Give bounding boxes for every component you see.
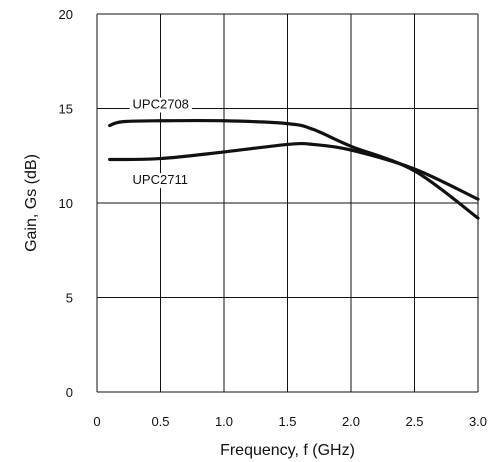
plot-grid bbox=[96, 13, 479, 393]
y-tick-label-20: 20 bbox=[59, 7, 73, 22]
x-tick-label-2.0: 2.0 bbox=[342, 414, 360, 429]
x-tick-label-1.5: 1.5 bbox=[278, 414, 296, 429]
series-line-upc2711 bbox=[108, 141, 480, 201]
tick-labels-layer: 0 0.5 1.0 1.5 2.0 2.5 3.0 0 5 10 15 20 bbox=[59, 7, 488, 429]
y-tick-label-5: 5 bbox=[66, 291, 73, 306]
x-tick-label-1.0: 1.0 bbox=[215, 414, 233, 429]
y-tick-label-0: 0 bbox=[66, 385, 73, 400]
x-tick-label-3.0: 3.0 bbox=[469, 414, 487, 429]
x-axis-title: Frequency, f (GHz) bbox=[220, 442, 355, 459]
x-tick-label-0: 0 bbox=[93, 414, 100, 429]
x-tick-label-2.5: 2.5 bbox=[405, 414, 423, 429]
series-label-background bbox=[129, 173, 191, 189]
series-labels-layer: UPC2708 UPC2711 bbox=[129, 97, 192, 189]
y-tick-label-15: 15 bbox=[59, 102, 73, 117]
series-layer bbox=[108, 118, 480, 220]
series-label-upc2711: UPC2711 bbox=[133, 172, 188, 187]
x-tick-label-0.5: 0.5 bbox=[151, 414, 169, 429]
series-label-upc2708: UPC2708 bbox=[133, 97, 189, 112]
series-label-background bbox=[129, 97, 192, 113]
y-axis-title: Gain, Gs (dB) bbox=[23, 154, 40, 252]
y-tick-label-10: 10 bbox=[59, 196, 73, 211]
